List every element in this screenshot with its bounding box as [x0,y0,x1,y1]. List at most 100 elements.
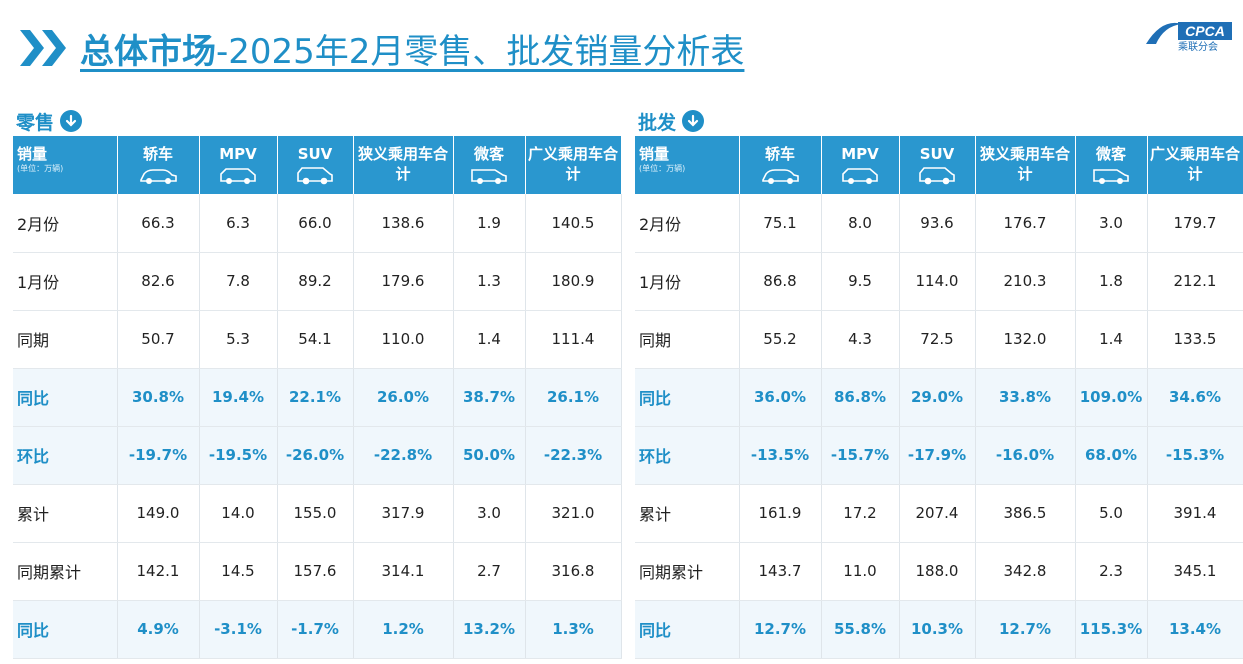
table-cell: -22.8% [353,426,454,485]
table-cell: 342.8 [975,542,1076,601]
mpv-icon [220,168,256,184]
col-suv: SUV [899,136,976,194]
table-cell: 55.2 [739,310,822,369]
table-cell: 155.0 [277,484,354,543]
arrow-down-circle-icon[interactable] [682,110,705,132]
col-broad-total: 广义乘用车合计 [525,136,622,194]
table-cell: 1.2% [353,600,454,659]
row-label: 同比 [13,600,118,659]
table-cell: 391.4 [1147,484,1243,543]
row-label: 1月份 [13,252,118,311]
table-cell: 157.6 [277,542,354,601]
table-cell: 179.6 [353,252,454,311]
retail-section-title: 零售 [13,106,621,136]
table-cell: 75.1 [739,194,822,253]
row-label: 1月份 [635,252,740,311]
table-cell: 10.3% [899,600,976,659]
table-cell: -15.3% [1147,426,1243,485]
table-cell: 54.1 [277,310,354,369]
table-cell: 11.0 [821,542,900,601]
table-row: 累计 149.0 14.0 155.0 317.9 3.0 321.0 [13,484,622,543]
table-row: 同期累计 143.7 11.0 188.0 342.8 2.3 345.1 [635,542,1243,601]
metric-header: 销量 (单位：万辆) [13,136,118,194]
table-cell: -17.9% [899,426,976,485]
logo-brand: CPCA [1185,23,1225,39]
table-row: 同期 50.7 5.3 54.1 110.0 1.4 111.4 [13,310,622,369]
table-cell: 149.0 [117,484,200,543]
table-cell: -15.7% [821,426,900,485]
table-cell: 86.8% [821,368,900,427]
row-label: 同比 [13,368,118,427]
col-mpv: MPV [821,136,900,194]
table-cell: 29.0% [899,368,976,427]
table-cell: 1.3 [453,252,526,311]
col-mini-van: 微客 [453,136,526,194]
table-cell: 1.9 [453,194,526,253]
table-cell: -22.3% [525,426,622,485]
table-cell: 180.9 [525,252,622,311]
table-cell: 1.4 [1075,310,1148,369]
table-cell: 143.7 [739,542,822,601]
table-cell: 7.8 [199,252,278,311]
wholesale-section-title: 批发 [635,106,1243,136]
table-cell: 55.8% [821,600,900,659]
col-sedan: 轿车 [117,136,200,194]
table-cell: 93.6 [899,194,976,253]
table-cell: 188.0 [899,542,976,601]
table-cell: -16.0% [975,426,1076,485]
van-icon [471,169,507,184]
col-narrow-total: 狭义乘用车合计 [353,136,454,194]
table-cell: 2.7 [453,542,526,601]
table-cell: 1.8 [1075,252,1148,311]
row-label: 同期累计 [13,542,118,601]
table-cell: 89.2 [277,252,354,311]
table-cell: 140.5 [525,194,622,253]
table-cell: 19.4% [199,368,278,427]
row-label: 同比 [635,600,740,659]
table-cell: 38.7% [453,368,526,427]
table-cell: 316.8 [525,542,622,601]
table-cell: 110.0 [353,310,454,369]
table-cell: 6.3 [199,194,278,253]
table-row: 累计 161.9 17.2 207.4 386.5 5.0 391.4 [635,484,1243,543]
table-cell: 5.3 [199,310,278,369]
table-cell: 86.8 [739,252,822,311]
table-cell: 3.0 [453,484,526,543]
row-label: 同期 [635,310,740,369]
table-cell: 161.9 [739,484,822,543]
col-mpv: MPV [199,136,278,194]
table-row: 同比 30.8% 19.4% 22.1% 26.0% 38.7% 26.1% [13,368,622,427]
table-cell: 17.2 [821,484,900,543]
table-cell: 12.7% [975,600,1076,659]
table-cell: 14.0 [199,484,278,543]
row-label: 同期累计 [635,542,740,601]
table-cell: -26.0% [277,426,354,485]
wholesale-table: 销量 (单位：万辆) 轿车 MPV SUV 狭义乘用车合计 微客 广义乘用车合计 … [635,136,1243,659]
table-cell: 14.5 [199,542,278,601]
row-label: 同比 [635,368,740,427]
page-title: 总体市场-2025年2月零售、批发销量分析表 [80,24,744,73]
mpv-icon [842,168,878,184]
table-cell: 210.3 [975,252,1076,311]
van-icon [1093,169,1129,184]
wholesale-panel: 批发 销量 (单位：万辆) 轿车 MPV SUV 狭义乘用车合计 微客 广义乘用车… [635,106,1243,659]
table-cell: 13.4% [1147,600,1243,659]
table-cell: 5.0 [1075,484,1148,543]
table-cell: 179.7 [1147,194,1243,253]
double-chevron-icon [20,30,66,66]
row-label: 2月份 [635,194,740,253]
arrow-down-circle-icon[interactable] [60,110,83,132]
table-row: 1月份 82.6 7.8 89.2 179.6 1.3 180.9 [13,252,622,311]
col-sedan: 轿车 [739,136,822,194]
table-row: 2月份 66.3 6.3 66.0 138.6 1.9 140.5 [13,194,622,253]
table-cell: 176.7 [975,194,1076,253]
table-row: 同期累计 142.1 14.5 157.6 314.1 2.7 316.8 [13,542,622,601]
metric-header: 销量 (单位：万辆) [635,136,740,194]
table-cell: 36.0% [739,368,822,427]
table-cell: 22.1% [277,368,354,427]
table-row: 1月份 86.8 9.5 114.0 210.3 1.8 212.1 [635,252,1243,311]
table-cell: 34.6% [1147,368,1243,427]
table-row: 同期 55.2 4.3 72.5 132.0 1.4 133.5 [635,310,1243,369]
table-cell: -1.7% [277,600,354,659]
table-cell: 317.9 [353,484,454,543]
